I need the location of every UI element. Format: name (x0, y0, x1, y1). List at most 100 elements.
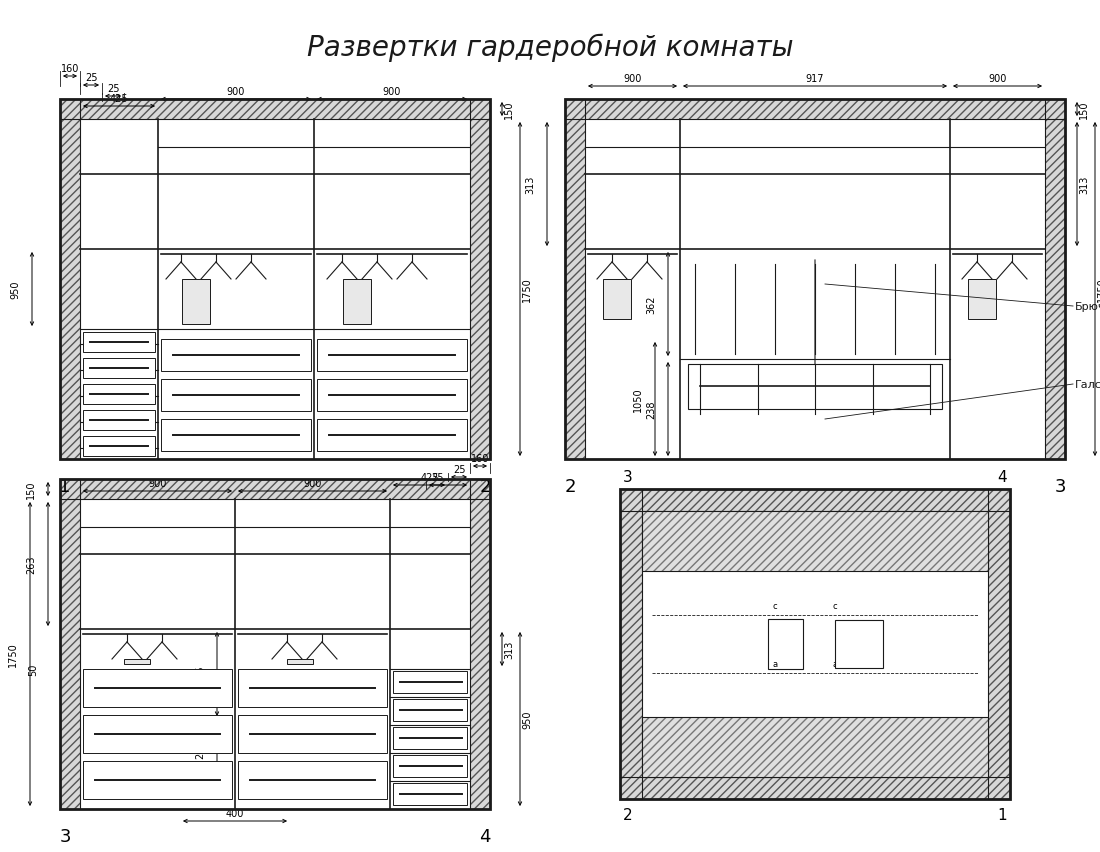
Text: 160: 160 (60, 64, 79, 74)
Bar (124, 659, 150, 665)
Text: 3: 3 (623, 469, 632, 485)
Bar (238, 761, 387, 799)
Text: 2: 2 (624, 807, 632, 822)
Bar (565, 100, 1065, 459)
Text: 238: 238 (646, 400, 656, 419)
Bar (470, 480, 490, 809)
Bar (565, 100, 1065, 120)
Text: 313: 313 (525, 176, 535, 194)
Text: Развертки гардеробной комнаты: Развертки гардеробной комнаты (307, 34, 793, 62)
Bar (620, 777, 1010, 799)
Bar (238, 715, 387, 753)
Text: 50: 50 (28, 663, 38, 676)
Bar (238, 669, 387, 707)
Bar (82, 669, 232, 707)
Bar (642, 511, 988, 572)
Bar (60, 480, 490, 809)
Bar (393, 755, 468, 777)
Bar (470, 100, 490, 459)
Bar (82, 411, 155, 430)
Bar (393, 783, 468, 805)
Bar (82, 384, 155, 405)
Text: 150: 150 (1079, 101, 1089, 119)
Bar (565, 100, 1065, 120)
Bar (470, 480, 490, 809)
Text: 25: 25 (431, 473, 443, 482)
Text: 375: 375 (195, 665, 205, 683)
Bar (82, 761, 232, 799)
Bar (988, 489, 1010, 799)
Bar (60, 100, 490, 120)
Bar (393, 699, 468, 721)
Text: 4: 4 (480, 827, 491, 845)
Text: 3: 3 (1054, 477, 1066, 495)
Text: 362: 362 (646, 296, 656, 314)
Bar (565, 100, 585, 459)
Bar (82, 332, 155, 353)
Text: 1: 1 (998, 807, 1006, 822)
Bar (60, 100, 490, 120)
Bar (988, 489, 1010, 799)
Bar (60, 100, 80, 459)
Bar (968, 279, 996, 320)
Bar (642, 717, 988, 777)
Text: 25: 25 (107, 83, 119, 94)
Bar (82, 359, 155, 378)
Text: 263: 263 (26, 556, 36, 573)
Text: c: c (772, 602, 778, 610)
Bar (470, 100, 490, 459)
Text: 425: 425 (110, 94, 129, 104)
Bar (620, 777, 1010, 799)
Text: 1: 1 (59, 477, 70, 495)
Bar (642, 511, 988, 572)
Bar (688, 365, 942, 410)
Text: 950: 950 (522, 710, 532, 728)
Bar (161, 419, 311, 452)
Bar (287, 659, 314, 665)
Bar (60, 100, 490, 459)
Bar (835, 620, 883, 668)
Bar (317, 419, 468, 452)
Text: 200: 200 (195, 740, 205, 758)
Text: 25: 25 (85, 73, 97, 83)
Text: 400: 400 (226, 808, 244, 818)
Text: 900: 900 (383, 87, 402, 97)
Text: 150: 150 (26, 481, 36, 498)
Bar (343, 279, 371, 325)
Text: 1750: 1750 (8, 642, 18, 666)
Bar (393, 671, 468, 694)
Bar (161, 379, 311, 412)
Text: 160: 160 (471, 453, 490, 463)
Bar (82, 436, 155, 457)
Bar (60, 100, 80, 459)
Bar (182, 279, 210, 325)
Text: 900: 900 (624, 74, 641, 83)
Text: 2: 2 (564, 477, 575, 495)
Text: 900: 900 (304, 479, 321, 488)
Text: 1750: 1750 (1097, 277, 1100, 302)
Bar (642, 717, 988, 777)
Bar (768, 619, 803, 669)
Bar (60, 480, 80, 809)
Text: 313: 313 (1079, 176, 1089, 194)
Text: 1050: 1050 (632, 387, 644, 412)
Text: 25: 25 (453, 464, 465, 475)
Text: c: c (833, 602, 837, 610)
Text: 425: 425 (420, 473, 439, 482)
Bar (620, 489, 1010, 799)
Text: a: a (772, 659, 778, 669)
Text: 917: 917 (806, 74, 824, 83)
Text: 150: 150 (504, 101, 514, 119)
Bar (317, 379, 468, 412)
Text: a: a (833, 659, 837, 669)
Text: 900: 900 (227, 87, 245, 97)
Bar (60, 480, 490, 499)
Text: 4: 4 (998, 469, 1006, 485)
Text: Брючница: Брючница (1075, 302, 1100, 312)
Bar (603, 279, 631, 320)
Bar (620, 489, 1010, 511)
Bar (317, 340, 468, 371)
Text: 313: 313 (504, 640, 514, 659)
Bar (60, 480, 490, 499)
Text: 1750: 1750 (522, 277, 532, 302)
